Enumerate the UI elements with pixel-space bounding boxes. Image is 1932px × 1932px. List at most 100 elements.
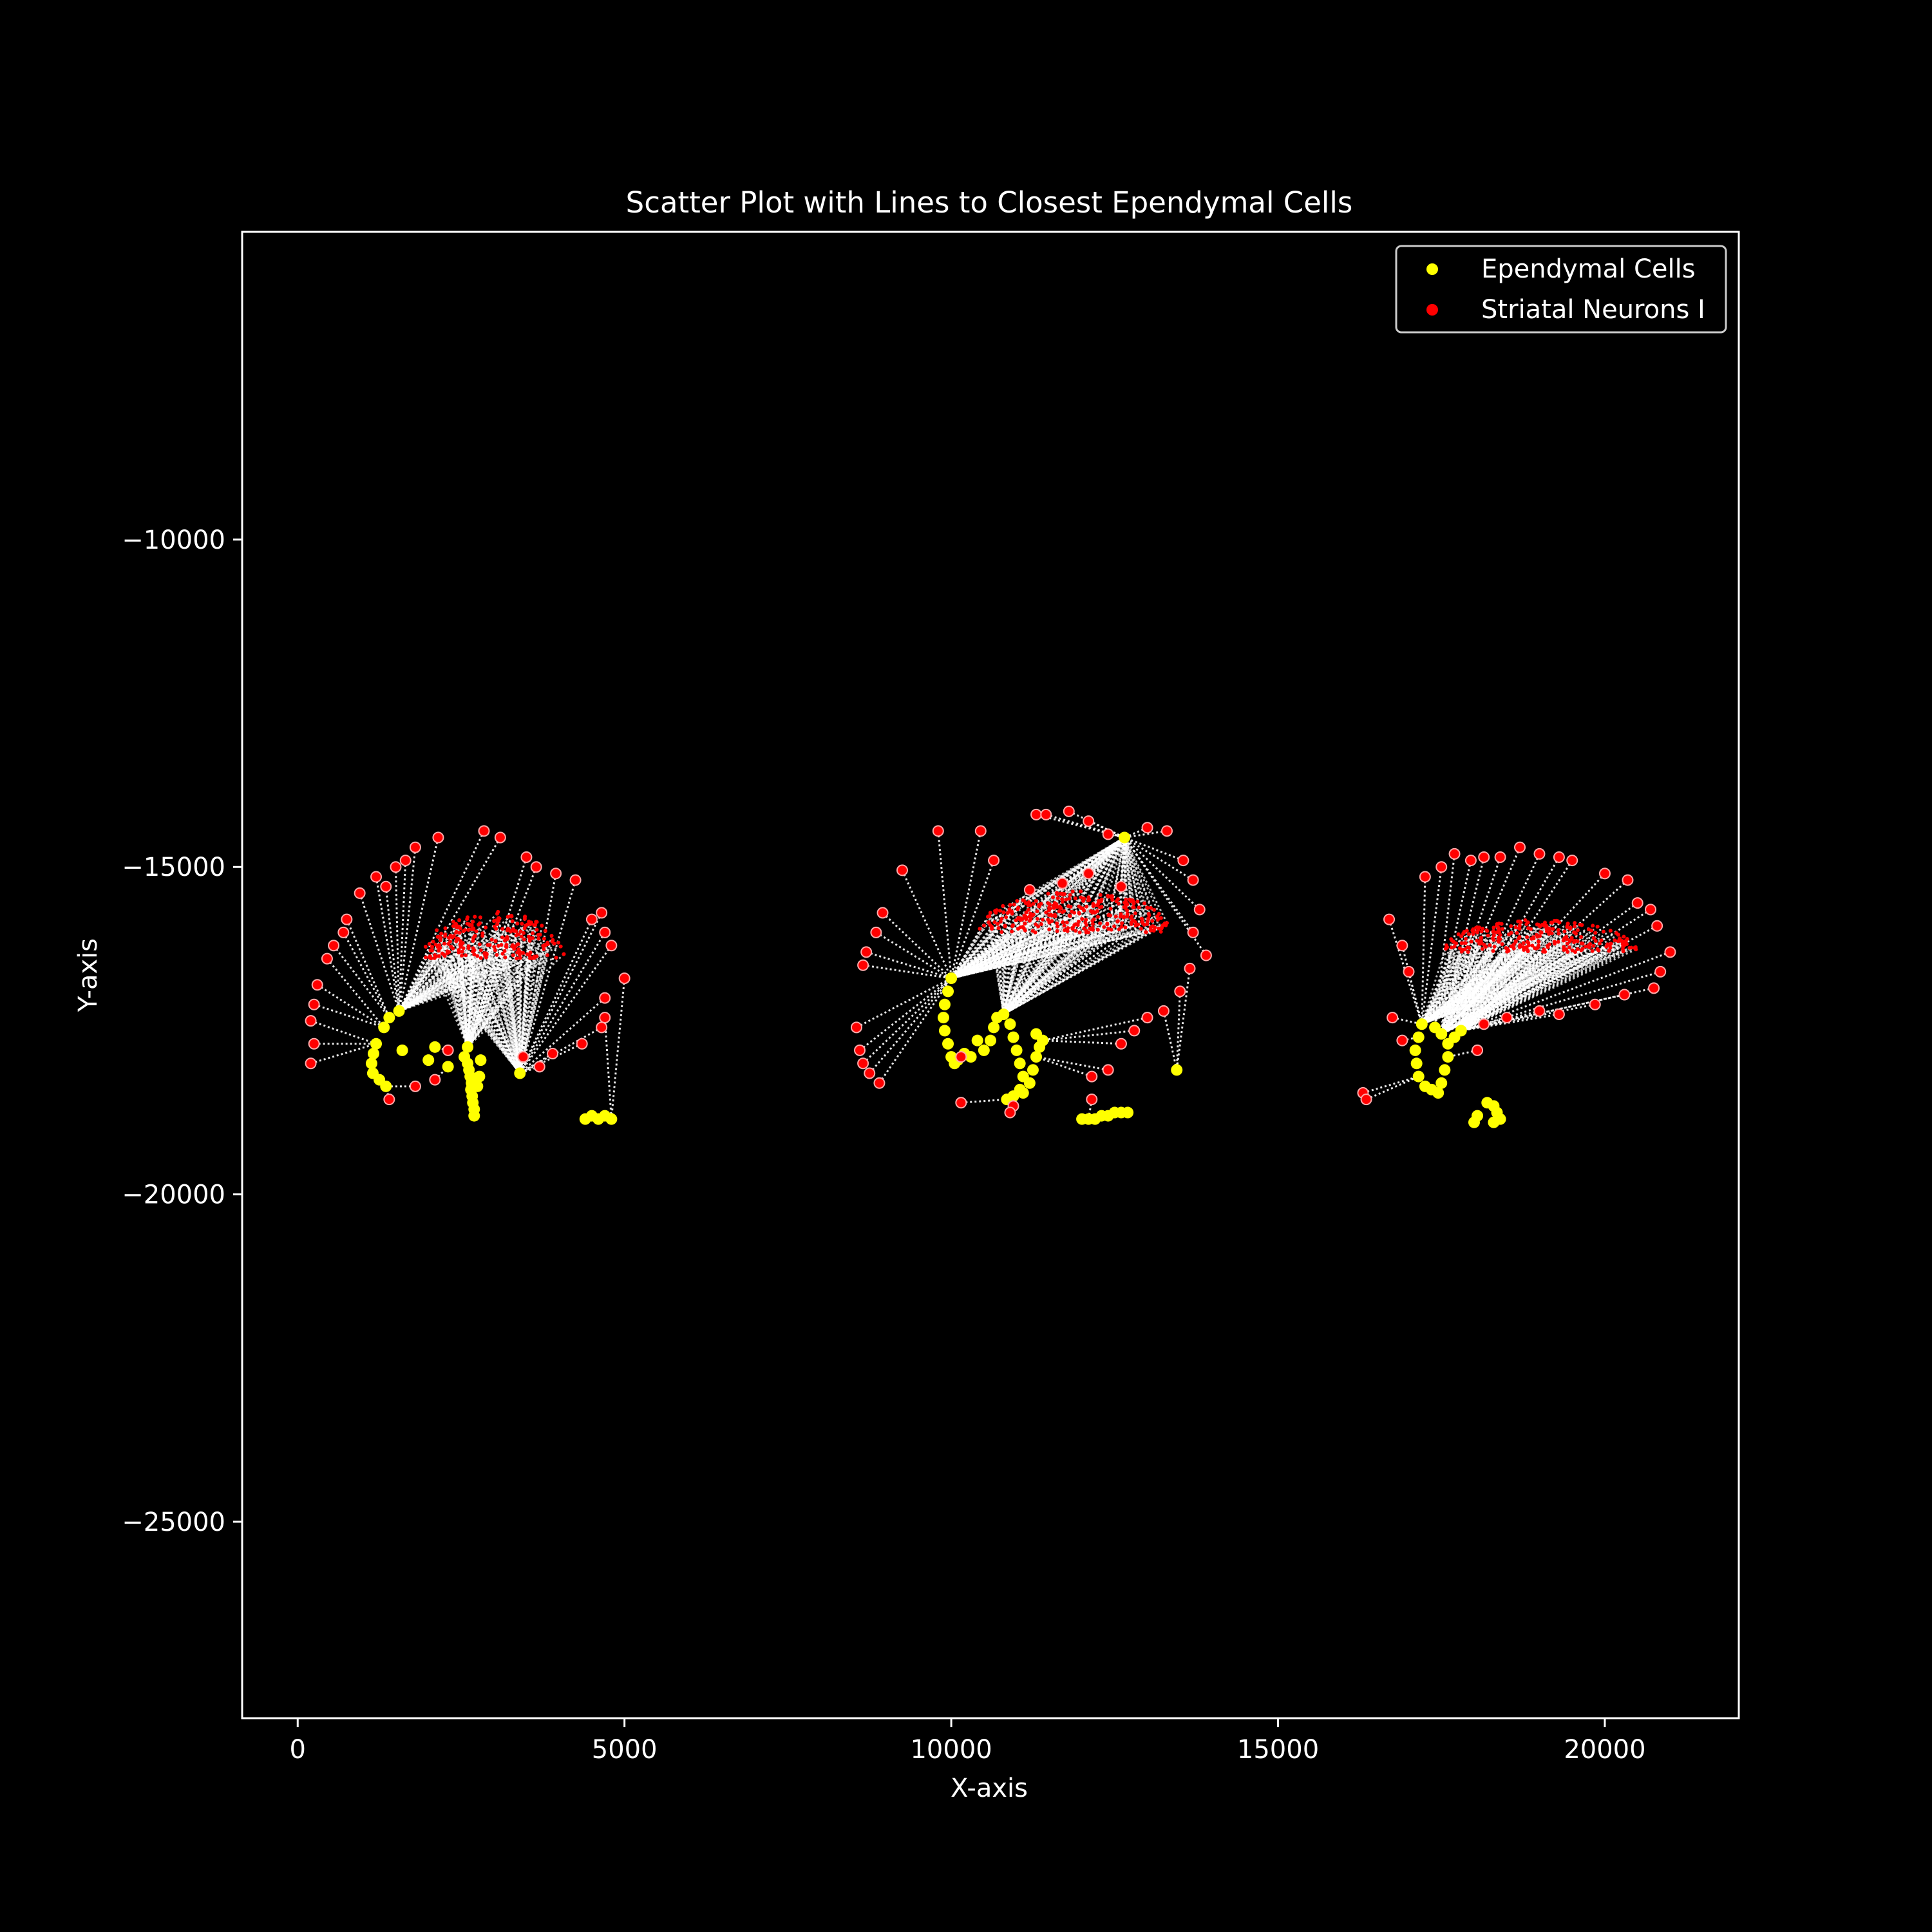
ependymal-point xyxy=(1010,1044,1023,1056)
connection-line xyxy=(1460,946,1514,1032)
striatal-point xyxy=(576,1037,588,1050)
striatal-point xyxy=(1070,909,1074,914)
striatal-point xyxy=(1517,936,1521,941)
striatal-point xyxy=(457,931,462,935)
striatal-point xyxy=(1144,930,1148,934)
connection-line xyxy=(1003,929,1155,1016)
striatal-point xyxy=(1517,945,1522,949)
striatal-point xyxy=(549,934,554,938)
striatal-point xyxy=(1102,925,1106,929)
striatal-point xyxy=(514,933,518,938)
striatal-point xyxy=(1125,913,1130,918)
ependymal-point xyxy=(985,1034,996,1046)
striatal-point xyxy=(1590,949,1595,953)
connection-line xyxy=(435,956,521,1074)
striatal-point xyxy=(354,887,366,899)
connection-line xyxy=(1440,847,1521,1035)
connection-line xyxy=(1036,1056,1108,1071)
striatal-point xyxy=(1463,947,1467,952)
connection-line xyxy=(1124,837,1200,911)
striatal-point xyxy=(1120,921,1124,925)
striatal-point xyxy=(1491,929,1495,934)
striatal-point xyxy=(1514,841,1526,853)
ependymal-point xyxy=(365,1057,377,1070)
striatal-point xyxy=(515,942,520,947)
striatal-point xyxy=(1056,924,1060,929)
connection-line xyxy=(1003,920,1148,1016)
striatal-point xyxy=(1567,945,1571,950)
connection-line xyxy=(1460,945,1533,1032)
striatal-point xyxy=(451,920,455,924)
striatal-point xyxy=(1509,924,1513,929)
striatal-point xyxy=(1108,907,1113,911)
striatal-point xyxy=(520,851,533,863)
striatal-point xyxy=(399,855,412,867)
striatal-point xyxy=(493,938,498,943)
striatal-point xyxy=(1511,942,1516,947)
striatal-point xyxy=(443,932,448,936)
striatal-point xyxy=(477,942,482,947)
connection-line xyxy=(1120,837,1126,887)
striatal-point xyxy=(618,972,630,985)
connection-line xyxy=(1421,926,1568,1025)
connection-line xyxy=(502,953,521,1074)
connection-line xyxy=(326,958,385,1028)
connection-line xyxy=(951,922,1166,980)
ependymal-point xyxy=(971,1034,983,1046)
striatal-point xyxy=(1591,936,1596,940)
striatal-point xyxy=(1095,903,1099,907)
connection-line xyxy=(466,935,484,1048)
striatal-point xyxy=(1613,938,1617,943)
striatal-point xyxy=(1050,913,1054,918)
striatal-point xyxy=(1046,891,1050,896)
striatal-point xyxy=(510,919,515,923)
striatal-point xyxy=(517,1051,529,1063)
striatal-point xyxy=(599,992,611,1004)
striatal-point xyxy=(599,926,611,938)
striatal-point xyxy=(1464,855,1477,867)
striatal-point xyxy=(1593,939,1598,943)
connection-line xyxy=(866,951,952,980)
striatal-point xyxy=(471,920,475,924)
striatal-point xyxy=(1066,904,1070,909)
connection-line xyxy=(878,978,952,1084)
striatal-point xyxy=(1435,861,1448,873)
legend: Ependymal Cells Striatal Neurons I xyxy=(1395,245,1727,334)
striatal-point xyxy=(1522,945,1526,950)
striatal-point xyxy=(469,923,474,927)
striatal-point xyxy=(1187,874,1199,886)
connection-line xyxy=(1460,941,1555,1032)
striatal-point xyxy=(988,911,992,915)
ependymal-point xyxy=(442,1061,454,1073)
striatal-point xyxy=(1579,941,1584,945)
connection-line xyxy=(1092,837,1126,907)
striatal-point xyxy=(518,956,522,960)
striatal-point xyxy=(471,936,475,940)
striatal-point xyxy=(1159,929,1163,934)
striatal-series xyxy=(305,805,1676,1119)
connection-line xyxy=(937,831,952,979)
striatal-point xyxy=(1463,936,1468,941)
striatal-point xyxy=(1061,920,1065,925)
striatal-point xyxy=(460,953,464,958)
striatal-point xyxy=(522,931,526,935)
striatal-point xyxy=(460,949,464,954)
striatal-point xyxy=(1024,910,1028,914)
connection-line xyxy=(1460,937,1500,1031)
striatal-point xyxy=(1077,911,1081,915)
connection-line xyxy=(1003,913,1122,1016)
connection-line xyxy=(1460,938,1568,1032)
connection-line xyxy=(455,938,469,1047)
striatal-point xyxy=(517,952,522,957)
striatal-point xyxy=(1598,867,1611,880)
connection-line xyxy=(1003,922,1068,1015)
striatal-point xyxy=(1565,925,1569,929)
striatal-point xyxy=(1497,929,1501,933)
striatal-point xyxy=(1608,929,1613,933)
striatal-point xyxy=(1147,913,1151,918)
connection-line xyxy=(1068,810,1125,838)
connection-line xyxy=(1421,947,1470,1025)
striatal-point xyxy=(461,946,466,951)
striatal-point xyxy=(1470,928,1475,933)
striatal-point xyxy=(1517,927,1522,931)
